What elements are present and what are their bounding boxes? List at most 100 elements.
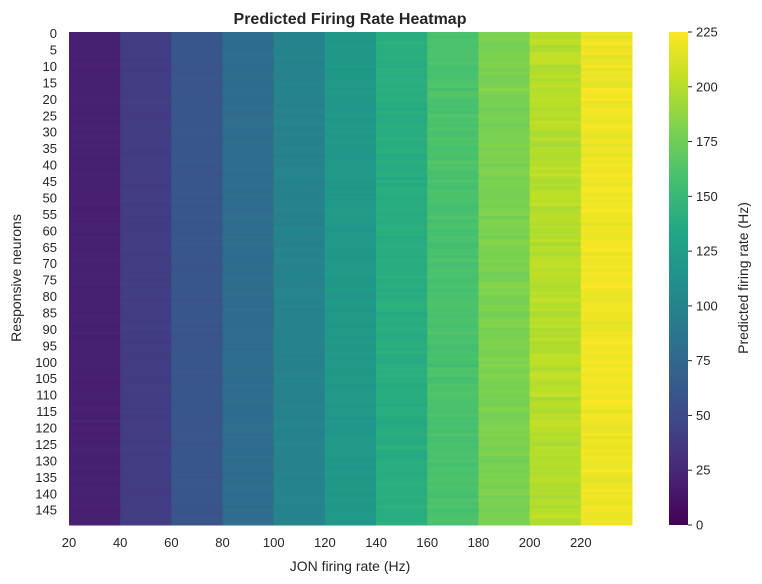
heatmap-cell (478, 281, 531, 286)
heatmap-cell (427, 127, 479, 132)
heatmap-cell (427, 84, 479, 89)
heatmap-cell (273, 380, 326, 385)
heatmap-cell (376, 183, 428, 187)
colorbar-tick-label: 25 (696, 463, 710, 478)
heatmap-cell (580, 248, 633, 253)
heatmap-cell (120, 179, 172, 184)
heatmap-cell (120, 189, 172, 194)
heatmap-cell (273, 38, 326, 43)
heatmap-cell (69, 390, 121, 395)
heatmap-cell (427, 143, 479, 148)
heatmap-cell (427, 265, 479, 270)
heatmap-cell (273, 488, 326, 493)
heatmap-cell (69, 363, 121, 368)
heatmap-cell (478, 423, 531, 427)
heatmap-cell (376, 495, 428, 500)
heatmap-cell (69, 248, 121, 253)
heatmap-cell (222, 350, 275, 355)
heatmap-cell (478, 150, 531, 155)
heatmap-cell (376, 350, 428, 355)
heatmap-cell (120, 51, 172, 56)
heatmap-cell (324, 248, 377, 253)
heatmap-cell (376, 78, 428, 82)
heatmap-cell (324, 35, 377, 40)
heatmap-cell (478, 455, 531, 460)
heatmap-cell (69, 413, 121, 418)
heatmap-cell (529, 393, 582, 398)
heatmap-cell (324, 488, 377, 493)
heatmap-cell (69, 107, 121, 112)
heatmap-cell (171, 455, 224, 460)
heatmap-cell (171, 383, 224, 388)
heatmap-cell (324, 396, 377, 401)
heatmap-cell (427, 147, 479, 151)
heatmap-cell (478, 426, 531, 431)
heatmap-cell (171, 160, 224, 164)
colorbar-tick-label: 100 (696, 298, 718, 313)
heatmap-cell (376, 423, 428, 427)
heatmap-cell (324, 314, 377, 319)
heatmap-cell (376, 363, 428, 368)
heatmap-cell (478, 416, 531, 421)
heatmap-cell (580, 321, 633, 326)
heatmap-cell (478, 199, 531, 204)
heatmap-cell (478, 462, 531, 467)
heatmap-cell (273, 390, 326, 395)
heatmap-cell (222, 68, 275, 72)
heatmap-cell (376, 91, 428, 95)
heatmap-cell (222, 429, 275, 434)
heatmap-cell (222, 505, 275, 510)
heatmap-cell (580, 179, 633, 184)
heatmap-cell (580, 337, 633, 342)
heatmap-cell (580, 304, 633, 309)
heatmap-cell (478, 160, 531, 164)
heatmap-cell (427, 478, 479, 483)
y-tick-label: 65 (43, 240, 57, 255)
heatmap-cell (222, 373, 275, 378)
heatmap-cell (171, 248, 224, 253)
heatmap-cell (580, 426, 633, 431)
heatmap-cell (478, 229, 531, 233)
heatmap-cell (69, 212, 121, 217)
heatmap-cell (478, 55, 531, 59)
heatmap-cell (120, 298, 172, 303)
heatmap-cell (478, 38, 531, 43)
heatmap-cell (273, 51, 326, 56)
heatmap-cell (69, 350, 121, 355)
heatmap-cell (427, 285, 479, 289)
heatmap-cell (324, 235, 377, 240)
heatmap-cell (427, 48, 479, 53)
heatmap-cell (376, 114, 428, 118)
heatmap-cell (222, 354, 275, 358)
heatmap-cell (580, 104, 633, 109)
heatmap-cell (580, 472, 633, 477)
heatmap-cell (478, 51, 531, 56)
heatmap-cell (376, 508, 428, 513)
heatmap-cell (324, 120, 377, 125)
y-tick-label: 140 (35, 486, 57, 501)
heatmap-cell (529, 252, 582, 256)
heatmap-cell (222, 521, 275, 526)
heatmap-cell (222, 426, 275, 431)
heatmap-cell (580, 268, 633, 273)
heatmap-cell (171, 482, 224, 487)
heatmap-cell (171, 163, 224, 168)
y-tick-label: 145 (35, 503, 57, 518)
heatmap-cell (427, 51, 479, 56)
heatmap-cell (529, 48, 582, 53)
heatmap-cell (376, 176, 428, 181)
heatmap-cell (580, 350, 633, 355)
heatmap-cell (427, 229, 479, 233)
heatmap-cell (580, 482, 633, 487)
heatmap-cell (427, 459, 479, 464)
heatmap-cell (120, 317, 172, 322)
heatmap-cell (222, 327, 275, 332)
heatmap-cell (478, 370, 531, 375)
heatmap-cell (427, 87, 479, 92)
heatmap-cell (478, 354, 531, 358)
heatmap-cell (478, 439, 531, 444)
heatmap-cell (427, 186, 479, 191)
heatmap-cell (427, 446, 479, 450)
heatmap-cell (324, 104, 377, 109)
heatmap-cell (273, 304, 326, 309)
